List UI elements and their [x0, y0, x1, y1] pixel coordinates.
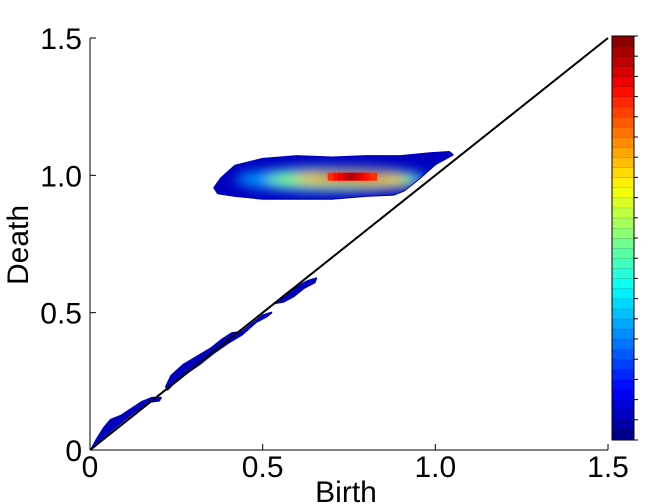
- density-peak-cell: [358, 172, 367, 181]
- colorbar-cell: [611, 429, 635, 441]
- colorbar-cell: [611, 348, 635, 360]
- density-layer: [90, 151, 454, 450]
- colorbar-cell: [611, 197, 635, 209]
- density-outline: [90, 396, 162, 450]
- colorbar-cell: [611, 116, 635, 128]
- colorbar-cell: [611, 369, 635, 380]
- density-region-main-cluster: [213, 151, 454, 200]
- colorbar-cell: [611, 86, 635, 98]
- colorbar-cell: [611, 45, 635, 57]
- density-peak-cell: [327, 172, 336, 181]
- x-axis-ticks: 0 0.5 1.0 1.5: [82, 444, 629, 484]
- colorbar-cell: [611, 167, 635, 178]
- colorbar-cell: [611, 318, 635, 330]
- colorbar-cell: [611, 278, 635, 290]
- density-region-lower-band-3: [273, 277, 318, 305]
- colorbar-cell: [611, 35, 635, 47]
- density-peak-cell: [363, 172, 372, 181]
- y-axis-title: Death: [2, 205, 35, 285]
- density-peak-cell: [338, 172, 347, 181]
- colorbar-cell: [611, 55, 635, 67]
- colorbar-cell: [611, 156, 635, 168]
- colorbar-cell: [611, 136, 635, 148]
- colorbar-cell: [611, 409, 635, 421]
- colorbar-cell: [611, 308, 635, 320]
- density-region-lower-band-1: [90, 396, 162, 450]
- density-peak-cell: [343, 172, 352, 181]
- y-axis-ticks: 0 0.5 1.0 1.5: [40, 23, 96, 468]
- colorbar-cell: [611, 288, 635, 300]
- x-tick-label: 0: [82, 451, 99, 484]
- colorbar-cell: [611, 389, 635, 401]
- colorbar-cell: [611, 207, 635, 219]
- x-axis-title: Birth: [315, 476, 377, 504]
- colorbar-cell: [611, 399, 635, 411]
- density-outline: [273, 277, 318, 305]
- colorbar-cell: [611, 328, 635, 340]
- density-core: [235, 167, 429, 192]
- density-peak-cell: [332, 172, 341, 181]
- x-tick-label: 0.5: [242, 451, 284, 484]
- y-tick-label: 0.5: [40, 298, 82, 331]
- diagonal-line: [89, 37, 609, 451]
- colorbar-cell: [611, 298, 635, 310]
- plot-area: [89, 37, 609, 451]
- density-peak-cell: [353, 172, 362, 181]
- colorbar-cell: [611, 106, 635, 118]
- colorbar-cell: [611, 227, 635, 239]
- x-tick-label: 1.5: [587, 451, 629, 484]
- axes: 0 0.5 1.0 1.5 0 0.5 1.0 1.5 Birth Death: [2, 23, 629, 504]
- density-peak-cell: [369, 172, 378, 181]
- colorbar-cell: [611, 268, 635, 279]
- y-tick-label: 0: [65, 435, 82, 468]
- colorbar-cell: [611, 419, 635, 431]
- colorbar-cell: [611, 247, 635, 259]
- colorbar-cell: [611, 126, 635, 138]
- x-tick-label: 1.0: [414, 451, 456, 484]
- y-tick-label: 1.5: [40, 23, 82, 56]
- colorbar-cell: [611, 146, 635, 158]
- colorbar-cell: [611, 177, 635, 189]
- colorbar-cell: [611, 338, 635, 350]
- colorbar: [611, 35, 638, 441]
- colorbar-cell: [611, 257, 635, 269]
- density-peak-cell: [348, 172, 357, 181]
- colorbar-cell: [611, 379, 635, 391]
- y-tick-label: 1.0: [40, 160, 82, 193]
- colorbar-cell: [611, 217, 635, 229]
- colorbar-cell: [611, 187, 635, 199]
- colorbar-cell: [611, 96, 635, 108]
- colorbar-cell: [611, 358, 635, 370]
- colorbar-cell: [611, 76, 635, 88]
- colorbar-cell: [611, 237, 635, 249]
- colorbar-cell: [611, 66, 635, 77]
